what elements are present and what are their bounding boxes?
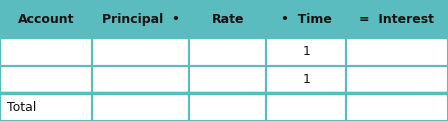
Text: 1: 1	[302, 45, 310, 58]
Bar	[346, 0, 448, 38]
Bar	[189, 0, 266, 38]
Bar	[0, 93, 92, 121]
Bar	[189, 66, 266, 93]
Bar	[346, 93, 448, 121]
Bar	[266, 0, 346, 38]
Bar	[0, 38, 92, 66]
Bar	[92, 93, 189, 121]
Bar	[189, 38, 266, 66]
Text: Principal  •: Principal •	[102, 13, 180, 26]
Text: Account: Account	[18, 13, 74, 26]
Text: Rate: Rate	[211, 13, 244, 26]
Bar	[346, 38, 448, 66]
Bar	[92, 0, 189, 38]
Text: =  Interest: = Interest	[359, 13, 435, 26]
Bar	[266, 66, 346, 93]
Bar	[0, 0, 92, 38]
Text: •  Time: • Time	[281, 13, 332, 26]
Bar	[189, 93, 266, 121]
Bar	[266, 93, 346, 121]
Text: Total: Total	[7, 101, 36, 114]
Bar	[0, 66, 92, 93]
Text: 1: 1	[302, 73, 310, 86]
Bar	[92, 38, 189, 66]
Bar	[346, 66, 448, 93]
Bar	[266, 38, 346, 66]
Bar	[92, 66, 189, 93]
